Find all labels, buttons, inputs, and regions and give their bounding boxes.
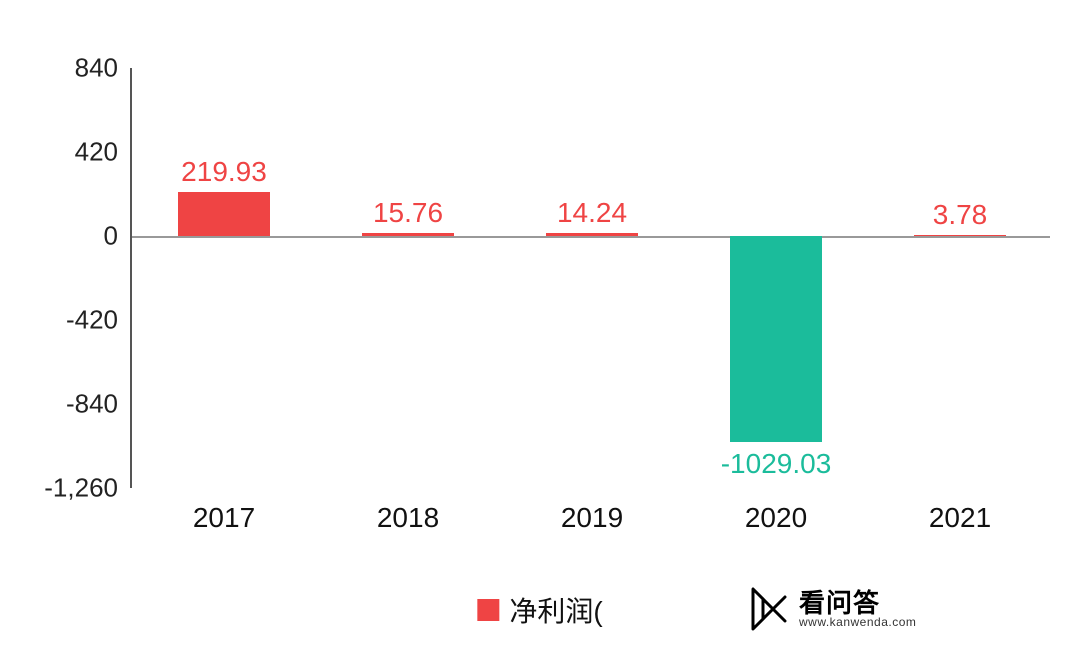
watermark-brand-en: www.kanwenda.com [799, 616, 916, 628]
x-tick-label: 2018 [377, 488, 439, 534]
y-tick-label: 0 [104, 221, 132, 252]
x-tick-label: 2017 [193, 488, 255, 534]
brand-logo-icon [745, 585, 793, 633]
watermark: 看问答 www.kanwenda.com [745, 585, 916, 633]
x-tick-label: 2019 [561, 488, 623, 534]
bar-value-label: -1029.03 [721, 448, 832, 480]
bars-layer: 219.93 15.76 14.24 -1029.03 3.78 [132, 68, 1050, 488]
bar [914, 235, 1006, 236]
bar-value-label: 15.76 [373, 197, 443, 229]
y-tick-label: 840 [75, 53, 132, 84]
bar [730, 236, 822, 442]
plot-area: 219.9315.7614.24-1029.033.78 8404200-420… [130, 68, 1050, 488]
y-tick-label: -420 [66, 305, 132, 336]
chart-container: 219.93 15.76 14.24 -1029.03 3.78 840 420 0 -420… [0, 0, 1080, 671]
bar [178, 192, 270, 236]
bar-value-label: 3.78 [933, 199, 988, 231]
legend: 净利润( [477, 590, 602, 630]
legend-label: 净利润( [509, 590, 602, 630]
x-tick-label: 2021 [929, 488, 991, 534]
bar [546, 233, 638, 236]
bar [362, 233, 454, 236]
y-tick-label: 420 [75, 137, 132, 168]
y-tick-label: -840 [66, 389, 132, 420]
legend-swatch [477, 599, 499, 621]
x-tick-label: 2020 [745, 488, 807, 534]
watermark-text: 看问答 www.kanwenda.com [799, 590, 916, 628]
y-tick-label: -1,260 [44, 473, 132, 504]
bar-value-label: 219.93 [181, 156, 267, 188]
watermark-brand-cn: 看问答 [799, 590, 916, 616]
bar-value-label: 14.24 [557, 197, 627, 229]
